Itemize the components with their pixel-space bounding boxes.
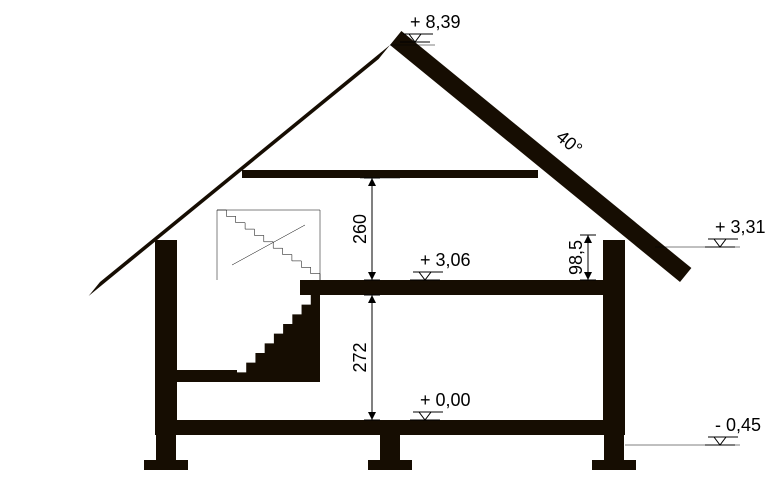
elev-label: + 3,06	[420, 250, 471, 270]
elev-label: + 8,39	[410, 12, 461, 32]
roof-angle: 40°	[552, 126, 586, 159]
dim-label: 98,5	[566, 240, 586, 275]
elev-label: - 0,45	[715, 415, 761, 435]
elev-label: + 0,00	[420, 390, 471, 410]
elev-label: + 3,31	[715, 217, 766, 237]
dim-label: 260	[350, 214, 370, 244]
dim-label: 272	[350, 342, 370, 372]
